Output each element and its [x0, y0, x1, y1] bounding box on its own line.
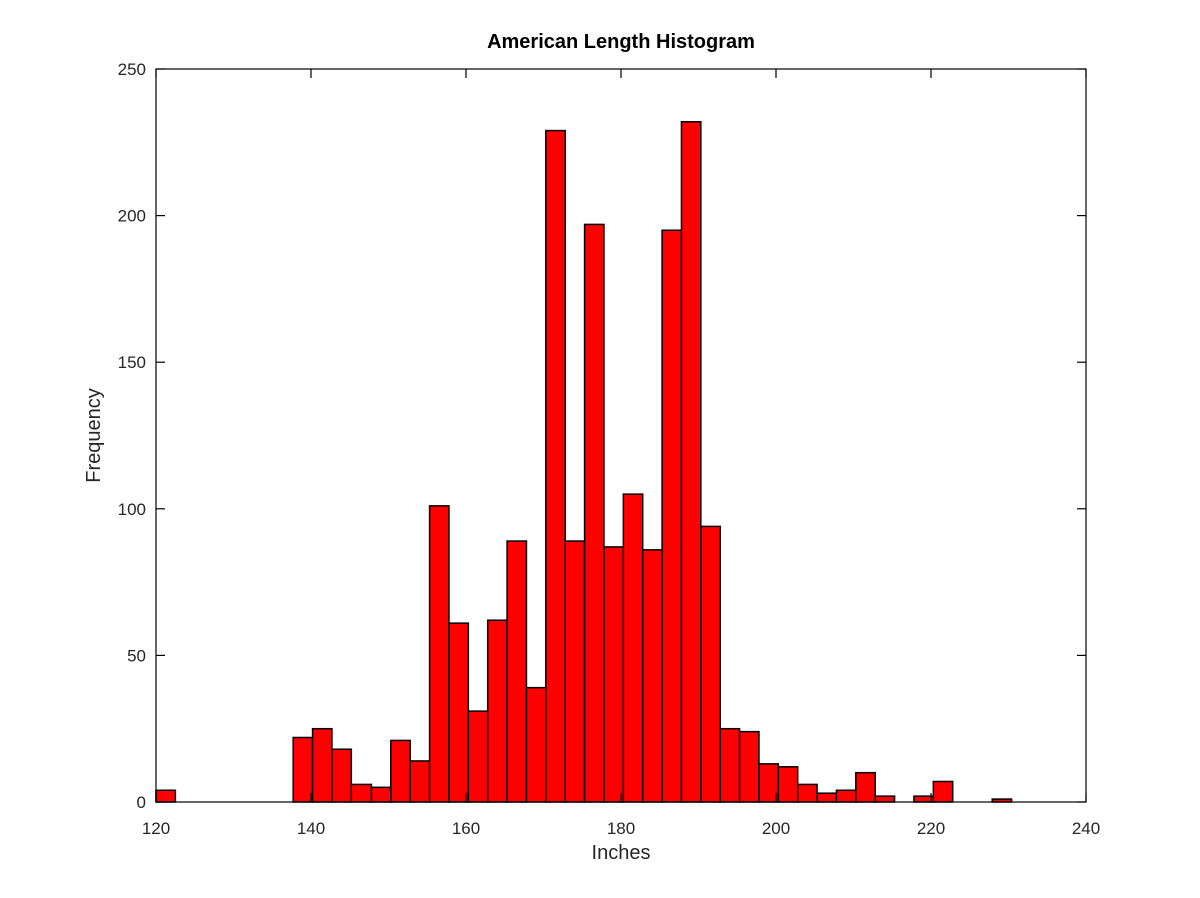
- x-tick-label: 240: [1072, 819, 1100, 838]
- histogram-bar: [486, 619, 508, 803]
- histogram-bar: [680, 121, 702, 803]
- histogram-bar: [564, 540, 586, 803]
- y-axis-label: Frequency: [83, 388, 105, 483]
- bars-group: [155, 121, 1013, 803]
- x-tick-label: 180: [607, 819, 635, 838]
- histogram-bar: [777, 766, 799, 803]
- y-tick-label: 250: [118, 60, 146, 79]
- y-tick-label: 50: [127, 646, 146, 665]
- histogram-bar: [311, 727, 333, 803]
- x-tick-label: 200: [762, 819, 790, 838]
- x-tick-label: 120: [142, 819, 170, 838]
- histogram-bar: [390, 739, 411, 803]
- histogram-bar: [525, 686, 547, 803]
- histogram-bar: [603, 546, 625, 803]
- histogram-bar: [155, 789, 177, 803]
- histogram-bar: [738, 730, 760, 803]
- histogram-bar: [506, 540, 528, 803]
- y-ticks-group: 0 50 100 150 200 250: [118, 60, 1086, 812]
- histogram-bar: [467, 710, 489, 803]
- histogram-bar: [409, 760, 431, 803]
- y-tick-label: 100: [118, 500, 146, 519]
- histogram-bar: [428, 505, 450, 803]
- histogram-bar: [719, 727, 741, 803]
- x-tick-label: 160: [452, 819, 480, 838]
- histogram-bar: [350, 783, 373, 803]
- histogram-bar: [641, 549, 663, 803]
- histogram-bar: [545, 129, 566, 803]
- histogram-bar: [583, 223, 605, 803]
- x-tick-label: 220: [917, 819, 945, 838]
- histogram-bar: [448, 622, 470, 803]
- histogram-bar: [292, 736, 314, 803]
- histogram-bar: [331, 748, 353, 803]
- histogram-bar: [370, 786, 392, 803]
- x-ticks-group: 120 140 160 180 200 220 240: [142, 69, 1100, 838]
- histogram-bar: [816, 792, 838, 803]
- histogram-bar: [622, 493, 644, 803]
- chart-title: American Length Histogram: [487, 31, 755, 53]
- histogram-bar: [874, 795, 896, 803]
- y-tick-label: 200: [118, 207, 146, 226]
- x-tick-label: 140: [297, 819, 325, 838]
- histogram-bar: [835, 789, 857, 803]
- y-tick-label: 150: [118, 353, 146, 372]
- histogram-bar: [796, 783, 818, 803]
- x-axis-label: Inches: [592, 842, 651, 864]
- histogram-bar: [855, 771, 876, 803]
- histogram-bar: [700, 525, 721, 803]
- histogram-bar: [932, 780, 954, 803]
- y-tick-label: 0: [137, 793, 146, 812]
- histogram-bar: [661, 229, 683, 803]
